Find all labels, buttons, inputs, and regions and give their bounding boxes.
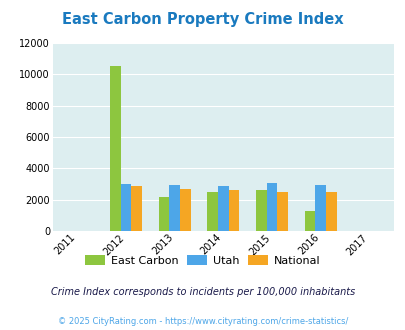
Bar [109, 66, 120, 231]
Bar [120, 184, 131, 231]
Bar [131, 186, 142, 231]
Bar [179, 189, 190, 231]
Bar [158, 197, 169, 231]
Text: East Carbon Property Crime Index: East Carbon Property Crime Index [62, 12, 343, 26]
Bar [169, 185, 179, 231]
Bar [228, 190, 239, 231]
Text: © 2025 CityRating.com - https://www.cityrating.com/crime-statistics/: © 2025 CityRating.com - https://www.city… [58, 317, 347, 326]
Bar [266, 183, 277, 231]
Bar [304, 211, 315, 231]
Bar [207, 192, 217, 231]
Legend: East Carbon, Utah, National: East Carbon, Utah, National [82, 251, 323, 269]
Bar [255, 190, 266, 231]
Text: Crime Index corresponds to incidents per 100,000 inhabitants: Crime Index corresponds to incidents per… [51, 287, 354, 297]
Bar [217, 186, 228, 231]
Bar [325, 192, 336, 231]
Bar [277, 192, 288, 231]
Bar [315, 185, 325, 231]
